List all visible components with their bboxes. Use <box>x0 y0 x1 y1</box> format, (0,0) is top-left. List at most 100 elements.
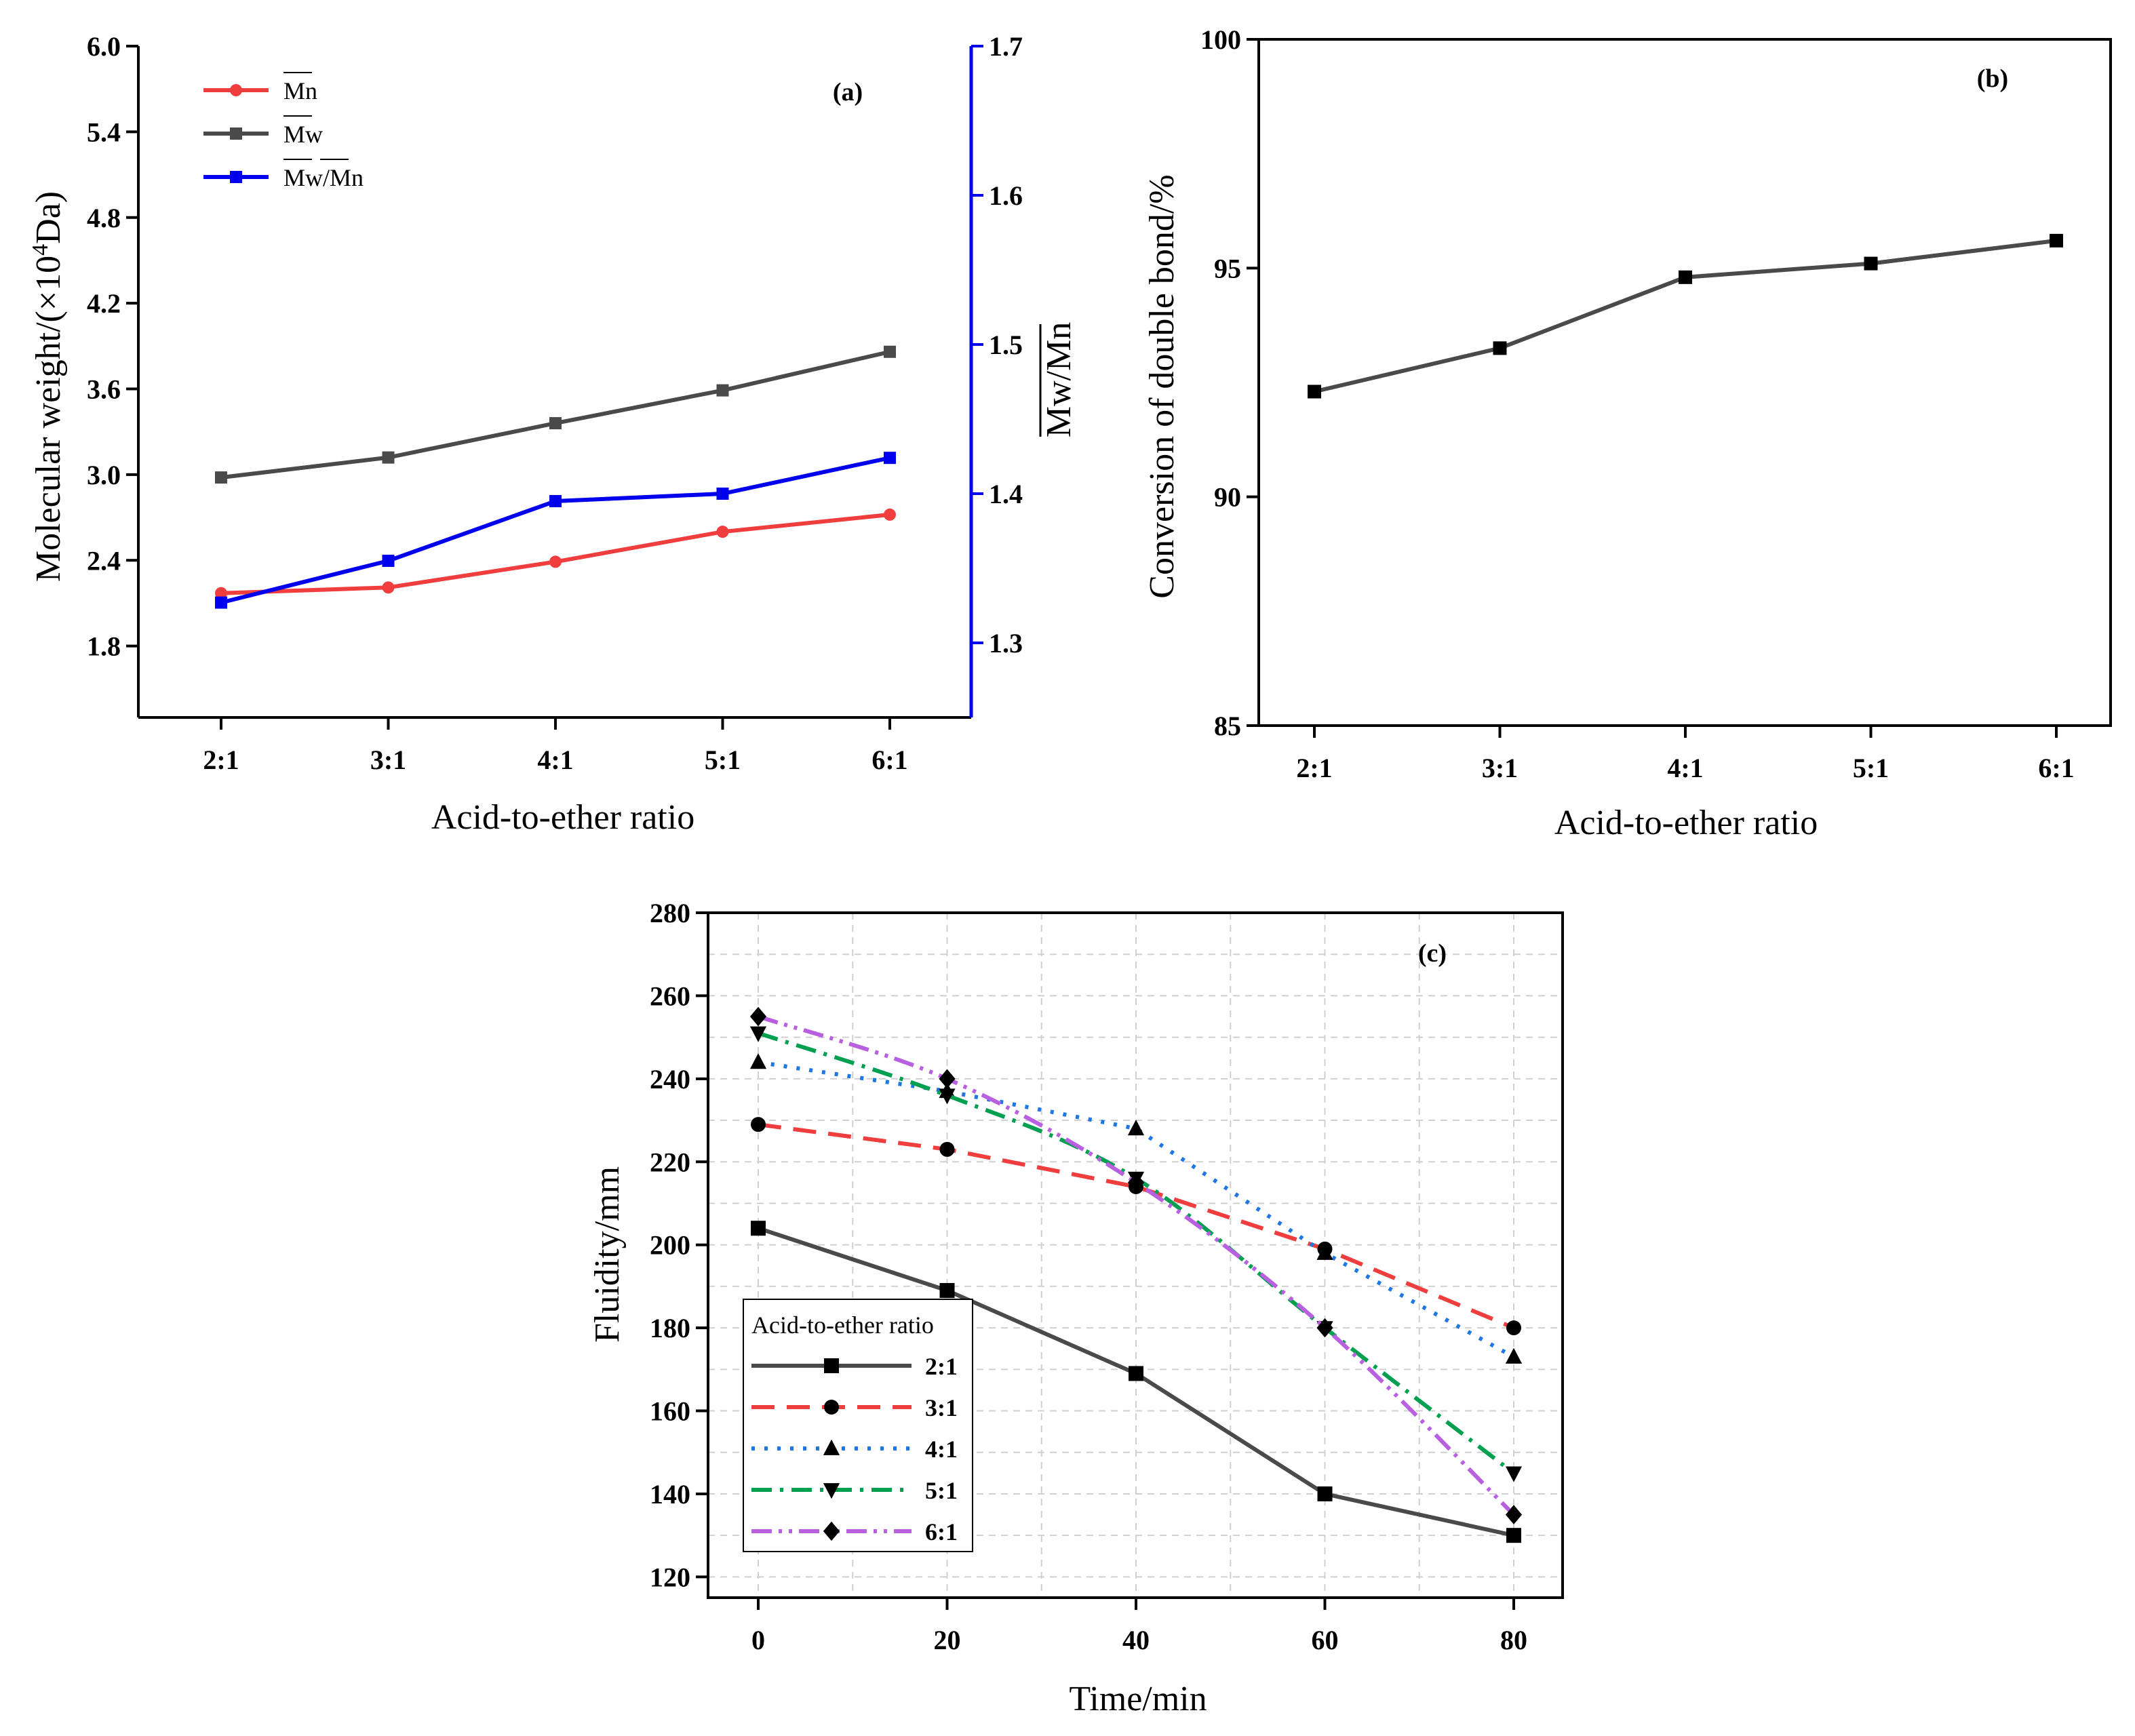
panel-c-legend-marker <box>823 1521 840 1541</box>
panel-a-data-point <box>884 452 896 465</box>
panel-c-legend-marker <box>824 1400 839 1415</box>
panel-c-data-point <box>1505 1466 1523 1482</box>
panel-a-data-point <box>716 488 729 500</box>
panel-c-data-point <box>751 1221 766 1236</box>
panel-c-tag: (c) <box>1418 939 1447 968</box>
panel-c-data-point <box>939 1141 955 1157</box>
panel-c-y-tick-label: 220 <box>650 1147 690 1177</box>
panel-c-y-tick-label: 160 <box>650 1396 690 1427</box>
panel-a-x-tick-label: 2:1 <box>203 745 239 775</box>
panel-a-legend-label: Mw/Mn <box>283 164 364 191</box>
panel-a-data-point <box>382 555 395 567</box>
panel-c-legend-label: 6:1 <box>925 1518 958 1545</box>
panel-a-data-point <box>716 384 729 397</box>
panel-c-data-point <box>1506 1320 1521 1336</box>
panel-c-data-point <box>1317 1486 1333 1501</box>
panel-a-data-point <box>215 596 227 609</box>
panel-c-y-tick-label: 120 <box>650 1562 690 1592</box>
panel-a-y-tick-label: 2.4 <box>87 545 121 576</box>
panel-a-legend: Mn Mw Mw/Mn <box>203 72 364 191</box>
panel-a-y-tick-label: 4.8 <box>87 203 121 233</box>
panel-a-data-point <box>382 581 395 594</box>
panel-b-data-point <box>2050 233 2063 248</box>
panel-c-series-line-3-1 <box>758 1122 1515 1330</box>
panel-a-data-point <box>884 508 896 521</box>
panel-a-x-tick-label: 6:1 <box>871 745 907 775</box>
panel-b-y-axis-title: Conversion of double bond/% <box>1143 174 1181 598</box>
panel-a-series <box>215 345 896 609</box>
panel-b-x-tick-label: 6:1 <box>2038 753 2074 783</box>
panel-a-y-axis-title: Molecular weight/(×104Da) <box>28 191 68 582</box>
panel-c-y-tick-label: 280 <box>650 898 690 928</box>
panel-a-y-right-tick-label: 1.5 <box>989 330 1023 360</box>
panel-a-x-tick-label: 5:1 <box>705 745 741 775</box>
panel-b-tag: (b) <box>1977 64 2008 93</box>
panel-c-data-point <box>1316 1318 1333 1338</box>
panel-c-x-tick-label: 80 <box>1500 1625 1527 1655</box>
panel-c-data-point <box>1505 1347 1523 1364</box>
panel-a: 2:1 3:1 4:1 5:1 6:1 1.8 2.4 3.0 3.6 4.2 4.8 5.4 6.0 1… <box>28 31 1078 837</box>
panel-c-x-tick-label: 20 <box>934 1625 961 1655</box>
panel-a-y-right-tick-label: 1.6 <box>989 180 1023 211</box>
panel-a-axes: 2:1 3:1 4:1 5:1 6:1 1.8 2.4 3.0 3.6 4.2 4.8 5.4 6.0 1… <box>87 31 1023 775</box>
panel-b-data-point <box>1864 256 1878 271</box>
panel-c-legend-label: 4:1 <box>925 1436 958 1463</box>
panel-a-y-tick-label: 6.0 <box>87 31 121 62</box>
panel-b-y-tick-label: 95 <box>1214 253 1241 283</box>
panel-c-x-tick-label: 60 <box>1312 1625 1339 1655</box>
panel-a-y-tick-label: 5.4 <box>87 117 121 147</box>
panel-c-data-point <box>939 1088 956 1105</box>
panel-c-data-point <box>939 1283 955 1299</box>
panel-c-x-axis-title: Time/min <box>1069 1680 1207 1718</box>
panel-a-y-right-tick-label: 1.3 <box>989 628 1023 658</box>
panel-b-y-tick-label: 90 <box>1214 482 1241 513</box>
panel-c-x-tick-label: 40 <box>1122 1625 1150 1655</box>
panel-b-axes: 2:1 3:1 4:1 5:1 6:1 85 90 95 100 <box>1200 24 2112 783</box>
panel-c-data-point <box>1505 1505 1523 1524</box>
panel-c-y-tick-label: 240 <box>650 1064 690 1094</box>
panel-a-legend-marker <box>230 84 242 96</box>
panel-a-x-axis-title: Acid-to-ether ratio <box>431 798 694 837</box>
panel-c-data-point <box>1127 1172 1145 1193</box>
panel-c-legend-box <box>743 1299 973 1552</box>
panel-a-data-point <box>549 555 562 568</box>
panel-c-legend-label: 5:1 <box>925 1477 958 1504</box>
panel-a-x-tick-label: 3:1 <box>370 745 406 775</box>
panel-c-y-axis-title: Fluidity/mm <box>588 1166 627 1343</box>
panel-a-data-point <box>549 417 562 430</box>
panel-b-x-tick-label: 2:1 <box>1296 753 1332 783</box>
panel-c-data-point <box>939 1069 956 1089</box>
panel-b-data-point <box>1493 341 1507 355</box>
panel-c: 0 20 40 60 80 120 140 160 180 200 220 240 260 280 (c)… <box>588 898 1564 1718</box>
panel-a-y-tick-label: 3.6 <box>87 374 121 405</box>
panel-b: 2:1 3:1 4:1 5:1 6:1 85 90 95 100 (b) Acid-to-eth… <box>1143 24 2112 842</box>
panel-c-data-point <box>749 1053 767 1069</box>
panel-a-y-tick-label: 4.2 <box>87 288 121 319</box>
panel-c-data-point <box>749 1026 767 1042</box>
panel-b-x-tick-label: 4:1 <box>1667 753 1703 783</box>
panel-b-x-tick-label: 3:1 <box>1482 753 1518 783</box>
panel-b-data-point <box>1679 270 1692 284</box>
panel-c-data-point <box>1127 1120 1145 1136</box>
panel-c-y-tick-label: 260 <box>650 981 690 1011</box>
panel-c-data-point <box>749 1006 767 1027</box>
panel-c-data-point <box>1316 1244 1333 1260</box>
panel-b-x-tick-label: 5:1 <box>1853 753 1889 783</box>
panel-b-y-tick-label: 85 <box>1214 711 1241 741</box>
panel-a-legend-label: Mw <box>283 121 323 148</box>
panel-a-x-tick-label: 4:1 <box>537 745 573 775</box>
panel-c-data-point <box>1506 1528 1521 1543</box>
panel-a-data-point <box>382 451 395 464</box>
panel-a-y-tick-label: 3.0 <box>87 460 121 490</box>
panel-c-legend-marker <box>823 1439 840 1455</box>
panel-a-legend-marker <box>230 171 242 183</box>
panel-c-y-tick-label: 200 <box>650 1230 690 1261</box>
panel-a-y-right-tick-label: 1.4 <box>989 479 1023 509</box>
panel-c-series <box>749 1006 1523 1543</box>
panel-c-series-line-6-1 <box>758 1014 1516 1516</box>
panel-a-data-point <box>215 587 227 599</box>
panel-a-y-right-tick-label: 1.7 <box>989 31 1023 62</box>
panel-b-x-axis-title: Acid-to-ether ratio <box>1554 804 1818 842</box>
